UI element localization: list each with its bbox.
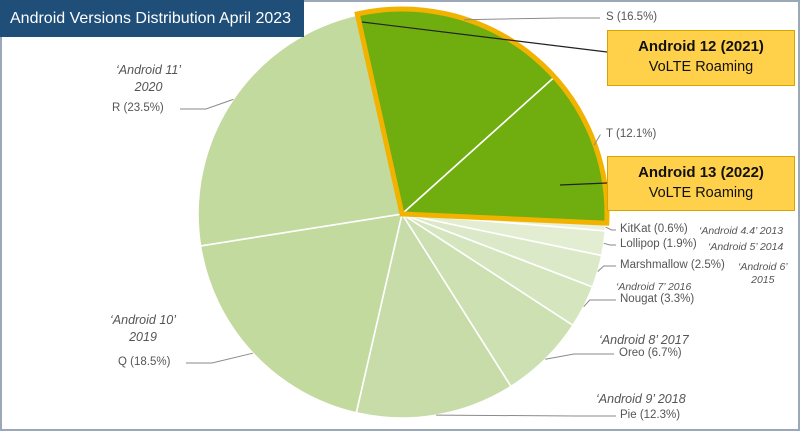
- slice-label-nougat: Nougat (3.3%): [620, 293, 695, 305]
- slice-label-pie: Pie (12.3%): [620, 409, 681, 421]
- leader-line-lollipop: [603, 242, 616, 246]
- leader-line-s: [464, 17, 600, 21]
- leader-line-kitkat: [605, 226, 616, 231]
- leader-line-r: [180, 98, 234, 110]
- callout-android-12-title: Android 12 (2021): [638, 38, 764, 55]
- leader-line-nougat: [583, 299, 616, 308]
- annotation-android-4-4: ‘Android 4.4’ 2013: [699, 225, 784, 237]
- leader-line-q: [186, 352, 254, 364]
- callout-android-12: Android 12 (2021) VoLTE Roaming: [607, 30, 795, 86]
- pie-slice-q: [199, 213, 404, 414]
- annotation-android-6-name: ‘Android 6’: [738, 261, 788, 273]
- callout-android-13: Android 13 (2022) VoLTE Roaming: [607, 156, 795, 211]
- callout-android-13-connector: [559, 182, 608, 186]
- slice-label-kitkat: KitKat (0.6%): [620, 223, 688, 235]
- slice-label-s: S (16.5%): [606, 11, 658, 23]
- callout-android-12-subtitle: VoLTE Roaming: [648, 59, 754, 75]
- slice-label-r: R (23.5%): [112, 102, 164, 114]
- annotation-android-5: ‘Android 5’ 2014: [708, 241, 784, 253]
- annotation-android-9: ‘Android 9’ 2018: [596, 392, 686, 406]
- annotation-android-8: ‘Android 8’ 2017: [599, 333, 689, 347]
- slice-label-t: T (12.1%): [606, 128, 657, 140]
- slice-label-marshmallow: Marshmallow (2.5%): [620, 259, 725, 271]
- annotation-android-6: ‘Android 6’ 2015: [738, 261, 788, 287]
- annotation-android-7: ‘Android 7’ 2016: [616, 281, 692, 293]
- leader-line-oreo: [545, 353, 614, 360]
- annotation-android-10-name: ‘Android 10’: [110, 313, 177, 327]
- annotation-android-6-year: 2015: [751, 274, 775, 286]
- leader-line-pie: [436, 414, 616, 417]
- leader-line-marshmallow: [597, 265, 616, 272]
- slice-label-oreo: Oreo (6.7%): [619, 347, 682, 359]
- annotation-android-11-name: ‘Android 11’: [116, 63, 182, 77]
- callout-android-12-connector: [361, 21, 608, 53]
- leader-line-t: [593, 134, 601, 146]
- highlight-wedge-outline: [354, 6, 610, 226]
- callout-android-13-subtitle: VoLTE Roaming: [648, 185, 754, 201]
- annotation-android-10: ‘Android 10’ 2019: [110, 312, 176, 346]
- slice-label-lollipop: Lollipop (1.9%): [620, 238, 697, 250]
- chart-title: Android Versions Distribution April 2023: [0, 0, 304, 37]
- annotation-android-11-year: 2020: [134, 80, 163, 94]
- annotation-android-11: ‘Android 11’ 2020: [116, 62, 181, 96]
- callout-android-13-title: Android 13 (2022): [638, 164, 764, 181]
- slice-label-q: Q (18.5%): [118, 356, 171, 368]
- annotation-android-10-year: 2019: [129, 330, 157, 344]
